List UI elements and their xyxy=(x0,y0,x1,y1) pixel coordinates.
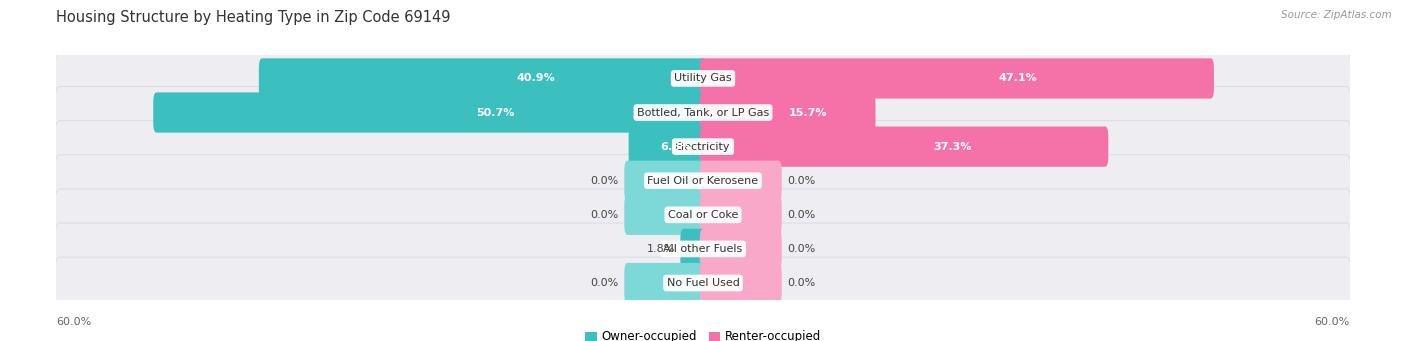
Text: 0.0%: 0.0% xyxy=(591,210,619,220)
FancyBboxPatch shape xyxy=(681,229,706,269)
Text: 60.0%: 60.0% xyxy=(56,317,91,327)
Text: 40.9%: 40.9% xyxy=(516,73,555,84)
Text: Electricity: Electricity xyxy=(675,142,731,152)
Text: Utility Gas: Utility Gas xyxy=(675,73,731,84)
FancyBboxPatch shape xyxy=(624,263,706,303)
Text: 6.6%: 6.6% xyxy=(661,142,692,152)
Text: Coal or Coke: Coal or Coke xyxy=(668,210,738,220)
Text: 50.7%: 50.7% xyxy=(477,107,515,118)
FancyBboxPatch shape xyxy=(700,195,782,235)
Text: 0.0%: 0.0% xyxy=(787,244,815,254)
Text: 15.7%: 15.7% xyxy=(789,107,827,118)
Text: 0.0%: 0.0% xyxy=(787,210,815,220)
Legend: Owner-occupied, Renter-occupied: Owner-occupied, Renter-occupied xyxy=(579,326,827,341)
Text: No Fuel Used: No Fuel Used xyxy=(666,278,740,288)
FancyBboxPatch shape xyxy=(259,58,706,99)
FancyBboxPatch shape xyxy=(55,257,1351,309)
Text: 60.0%: 60.0% xyxy=(1315,317,1350,327)
Text: 37.3%: 37.3% xyxy=(934,142,972,152)
Text: Bottled, Tank, or LP Gas: Bottled, Tank, or LP Gas xyxy=(637,107,769,118)
FancyBboxPatch shape xyxy=(55,87,1351,138)
Text: 0.0%: 0.0% xyxy=(787,176,815,186)
FancyBboxPatch shape xyxy=(628,127,706,167)
FancyBboxPatch shape xyxy=(700,263,782,303)
FancyBboxPatch shape xyxy=(153,92,706,133)
Text: Fuel Oil or Kerosene: Fuel Oil or Kerosene xyxy=(647,176,759,186)
Text: Source: ZipAtlas.com: Source: ZipAtlas.com xyxy=(1281,10,1392,20)
FancyBboxPatch shape xyxy=(624,195,706,235)
FancyBboxPatch shape xyxy=(55,53,1351,104)
FancyBboxPatch shape xyxy=(700,92,876,133)
Text: 0.0%: 0.0% xyxy=(591,278,619,288)
FancyBboxPatch shape xyxy=(700,229,782,269)
Text: Housing Structure by Heating Type in Zip Code 69149: Housing Structure by Heating Type in Zip… xyxy=(56,10,451,25)
Text: 0.0%: 0.0% xyxy=(787,278,815,288)
FancyBboxPatch shape xyxy=(700,161,782,201)
FancyBboxPatch shape xyxy=(700,58,1213,99)
FancyBboxPatch shape xyxy=(55,223,1351,275)
FancyBboxPatch shape xyxy=(700,127,1108,167)
Text: 0.0%: 0.0% xyxy=(591,176,619,186)
Text: 1.8%: 1.8% xyxy=(647,244,675,254)
Text: 47.1%: 47.1% xyxy=(998,73,1038,84)
FancyBboxPatch shape xyxy=(55,121,1351,173)
FancyBboxPatch shape xyxy=(55,155,1351,207)
FancyBboxPatch shape xyxy=(624,161,706,201)
Text: All other Fuels: All other Fuels xyxy=(664,244,742,254)
FancyBboxPatch shape xyxy=(55,189,1351,241)
